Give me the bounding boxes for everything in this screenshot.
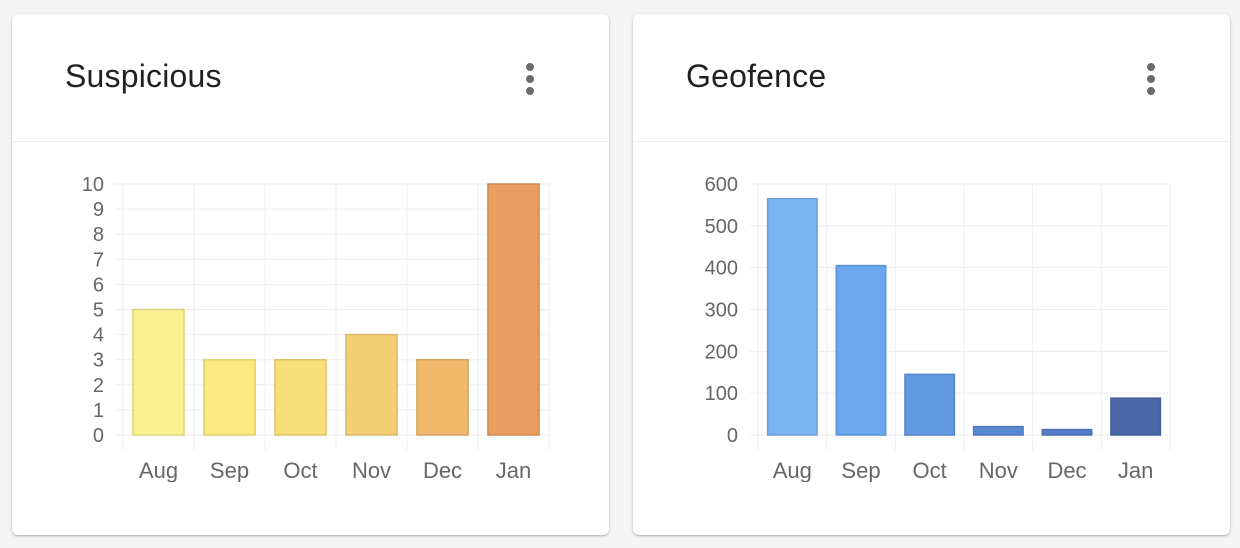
geofence-card: Geofence 0 100 200 300 400 500 600 Aug Sep Oct Nov… bbox=[633, 14, 1230, 535]
y-tick-label: 300 bbox=[705, 300, 738, 322]
bar-aug bbox=[766, 197, 818, 436]
y-tick-label: 0 bbox=[93, 425, 104, 447]
more-vert-icon[interactable] bbox=[1136, 60, 1166, 100]
x-tick-label: Aug bbox=[139, 458, 178, 482]
bar-jan bbox=[487, 183, 540, 436]
bar-sep bbox=[203, 358, 256, 436]
x-tick-label: Jan bbox=[496, 458, 531, 482]
y-tick-label: 8 bbox=[93, 224, 104, 246]
bar-dec bbox=[416, 358, 469, 436]
x-tick-label: Nov bbox=[979, 458, 1018, 482]
chart-grid bbox=[115, 183, 550, 450]
bar-aug bbox=[132, 308, 185, 436]
y-tick-label: 600 bbox=[705, 174, 738, 196]
x-tick-label: Jan bbox=[1118, 458, 1153, 482]
geofence-bar-chart: 0 100 200 300 400 500 600 Aug Sep Oct Nov Dec Jan bbox=[705, 174, 1171, 482]
bar-oct bbox=[274, 358, 327, 436]
card-title: Geofence bbox=[686, 58, 827, 94]
x-tick-label: Sep bbox=[210, 458, 249, 482]
bar-sep bbox=[835, 264, 887, 436]
y-tick-label: 500 bbox=[705, 216, 738, 238]
chart-grid bbox=[750, 183, 1171, 450]
x-tick-label: Nov bbox=[352, 458, 391, 482]
bar-nov bbox=[972, 425, 1024, 436]
y-tick-label: 6 bbox=[93, 274, 104, 296]
bar-jan bbox=[1110, 397, 1162, 436]
x-tick-label: Aug bbox=[773, 458, 812, 482]
y-tick-label: 7 bbox=[93, 249, 104, 271]
bar-dec bbox=[1041, 428, 1093, 436]
y-tick-label: 200 bbox=[705, 341, 738, 363]
card-title: Suspicious bbox=[65, 58, 222, 94]
y-tick-label: 4 bbox=[93, 325, 104, 347]
y-tick-label: 2 bbox=[93, 375, 104, 397]
x-tick-label: Dec bbox=[1047, 458, 1086, 482]
suspicious-card: Suspicious 0 1 2 3 4 5 6 7 8 9 10 Aug Sep Oct Nov Dec Ja… bbox=[12, 14, 609, 535]
y-tick-label: 0 bbox=[727, 425, 738, 447]
x-tick-label: Oct bbox=[913, 458, 947, 482]
bar-oct bbox=[904, 373, 956, 436]
y-tick-label: 3 bbox=[93, 350, 104, 372]
card-header: Suspicious bbox=[12, 14, 609, 142]
y-tick-label: 5 bbox=[93, 300, 104, 322]
y-tick-label: 100 bbox=[705, 383, 738, 405]
more-vert-icon[interactable] bbox=[515, 60, 545, 100]
y-tick-label: 1 bbox=[93, 400, 104, 422]
x-tick-label: Sep bbox=[841, 458, 880, 482]
bar-nov bbox=[345, 333, 398, 436]
suspicious-bar-chart: 0 1 2 3 4 5 6 7 8 9 10 Aug Sep Oct Nov Dec Jan bbox=[82, 174, 550, 482]
card-header: Geofence bbox=[633, 14, 1230, 142]
y-tick-label: 9 bbox=[93, 199, 104, 221]
y-tick-label: 10 bbox=[82, 174, 104, 196]
x-tick-label: Dec bbox=[423, 458, 462, 482]
x-tick-label: Oct bbox=[283, 458, 317, 482]
y-tick-label: 400 bbox=[705, 258, 738, 280]
